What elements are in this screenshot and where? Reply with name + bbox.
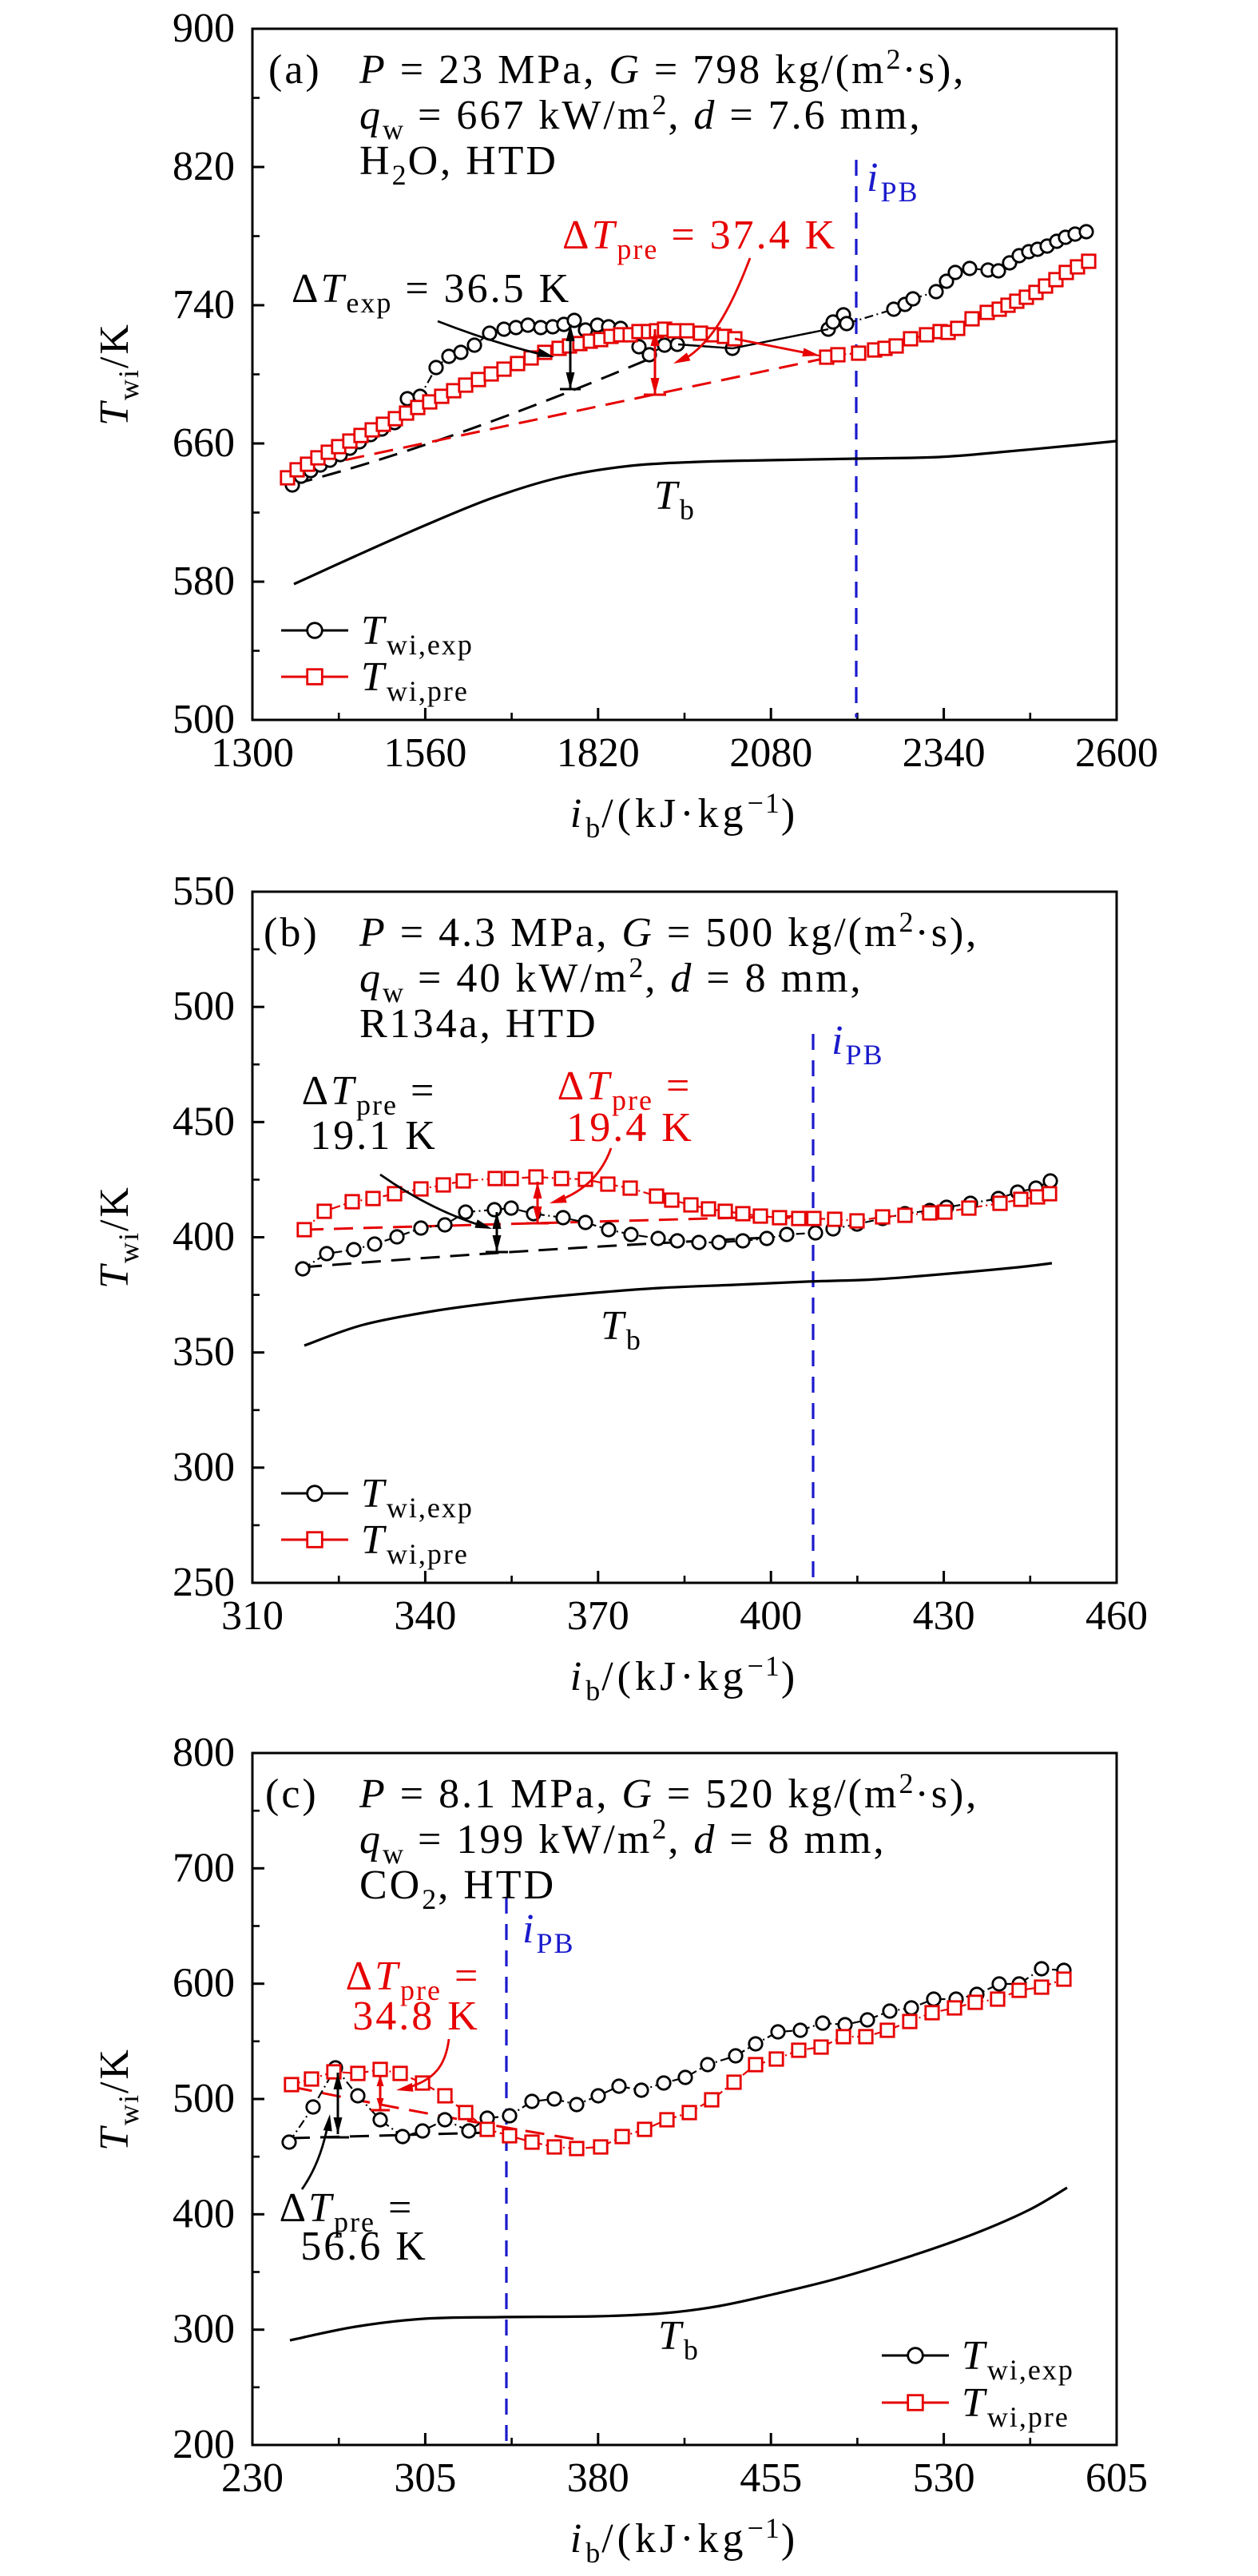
- svg-text:380: 380: [567, 2455, 629, 2501]
- svg-text:qw = 667 kW/m2, d = 7.6 mm,: qw = 667 kW/m2, d = 7.6 mm,: [359, 89, 923, 145]
- svg-text:455: 455: [740, 2455, 802, 2501]
- svg-text:1300: 1300: [211, 730, 294, 776]
- svg-text:230: 230: [221, 2455, 284, 2501]
- svg-text:R134a, HTD: R134a, HTD: [359, 1001, 598, 1047]
- svg-text:550: 550: [173, 869, 235, 914]
- svg-text:Tb: Tb: [654, 473, 696, 526]
- svg-text:500: 500: [173, 2076, 235, 2121]
- svg-text:700: 700: [173, 1845, 235, 1890]
- svg-text:605: 605: [1085, 2455, 1148, 2501]
- svg-text:300: 300: [173, 1445, 235, 1490]
- svg-text:900: 900: [173, 6, 235, 51]
- svg-text:740: 740: [173, 282, 235, 328]
- svg-text:Twi,exp: Twi,exp: [361, 1471, 474, 1524]
- svg-text:(c): (c): [265, 1771, 319, 1817]
- svg-text:400: 400: [173, 1214, 235, 1260]
- svg-text:800: 800: [173, 1730, 235, 1775]
- svg-text:200: 200: [173, 2422, 235, 2467]
- svg-text:ib/(kJ·kg−1): ib/(kJ·kg−1): [570, 2512, 799, 2569]
- svg-text:Tb: Tb: [658, 2313, 700, 2366]
- svg-text:qw = 40 kW/m2, d = 8 mm,: qw = 40 kW/m2, d = 8 mm,: [359, 952, 863, 1008]
- svg-text:310: 310: [221, 1593, 284, 1639]
- svg-text:2600: 2600: [1075, 730, 1158, 776]
- svg-text:(a): (a): [268, 47, 322, 93]
- svg-text:530: 530: [913, 2455, 975, 2501]
- svg-text:305: 305: [394, 2455, 456, 2501]
- svg-text:580: 580: [173, 559, 235, 604]
- svg-text:430: 430: [913, 1593, 975, 1639]
- svg-text:Twi/K: Twi/K: [92, 2047, 145, 2151]
- svg-text:Twi,pre: Twi,pre: [361, 654, 469, 707]
- svg-text:ΔTpre = 37.4 K: ΔTpre = 37.4 K: [562, 213, 837, 265]
- svg-text:qw = 199 kW/m2, d = 8 mm,: qw = 199 kW/m2, d = 8 mm,: [359, 1813, 887, 1870]
- svg-text:400: 400: [740, 1593, 802, 1639]
- svg-text:Twi,exp: Twi,exp: [361, 608, 474, 661]
- svg-text:450: 450: [173, 1099, 235, 1144]
- svg-text:ib/(kJ·kg−1): ib/(kJ·kg−1): [570, 787, 799, 844]
- svg-text:500: 500: [173, 697, 235, 742]
- svg-text:660: 660: [173, 420, 235, 466]
- svg-text:1820: 1820: [557, 730, 640, 776]
- svg-text:iPB: iPB: [867, 155, 919, 208]
- svg-text:340: 340: [394, 1593, 456, 1639]
- svg-text:(b): (b): [264, 910, 319, 956]
- svg-text:250: 250: [173, 1560, 235, 1605]
- svg-text:2340: 2340: [903, 730, 986, 776]
- svg-text:P = 8.1 MPa, G = 520 kg/(m2·s): P = 8.1 MPa, G = 520 kg/(m2·s),: [359, 1767, 978, 1817]
- svg-text:Twi/K: Twi/K: [92, 1185, 145, 1289]
- svg-text:400: 400: [173, 2191, 235, 2236]
- svg-text:P = 4.3 MPa, G = 500 kg/(m2·s): P = 4.3 MPa, G = 500 kg/(m2·s),: [359, 906, 978, 956]
- svg-text:1560: 1560: [383, 730, 466, 776]
- svg-text:Twi,pre: Twi,pre: [361, 1517, 469, 1570]
- svg-text:iPB: iPB: [522, 1906, 575, 1959]
- svg-text:H2O, HTD: H2O, HTD: [359, 138, 558, 191]
- svg-text:300: 300: [173, 2307, 235, 2352]
- svg-text:350: 350: [173, 1330, 235, 1375]
- svg-text:Twi/K: Twi/K: [92, 322, 145, 426]
- svg-text:600: 600: [173, 1961, 235, 2006]
- svg-text:370: 370: [567, 1593, 629, 1639]
- svg-text:ΔTpre =: ΔTpre =: [302, 1068, 437, 1121]
- svg-text:Tb: Tb: [601, 1303, 642, 1356]
- svg-text:CO2, HTD: CO2, HTD: [359, 1862, 556, 1915]
- svg-text:Twi,exp: Twi,exp: [962, 2333, 1074, 2386]
- svg-text:P = 23 MPa, G = 798 kg/(m2·s),: P = 23 MPa, G = 798 kg/(m2·s),: [359, 43, 966, 93]
- svg-text:34.8 K: 34.8 K: [352, 1994, 480, 2039]
- svg-text:ib/(kJ·kg−1): ib/(kJ·kg−1): [570, 1650, 799, 1707]
- svg-text:460: 460: [1085, 1593, 1148, 1639]
- svg-text:500: 500: [173, 984, 235, 1029]
- svg-text:19.4 K: 19.4 K: [566, 1105, 694, 1151]
- svg-text:2080: 2080: [729, 730, 812, 776]
- svg-text:Twi,pre: Twi,pre: [962, 2380, 1069, 2433]
- svg-text:iPB: iPB: [831, 1018, 884, 1071]
- svg-text:56.6 K: 56.6 K: [300, 2224, 428, 2269]
- svg-text:820: 820: [173, 144, 235, 189]
- svg-text:ΔTexp = 36.5 K: ΔTexp = 36.5 K: [292, 266, 571, 319]
- svg-text:19.1 K: 19.1 K: [310, 1113, 438, 1159]
